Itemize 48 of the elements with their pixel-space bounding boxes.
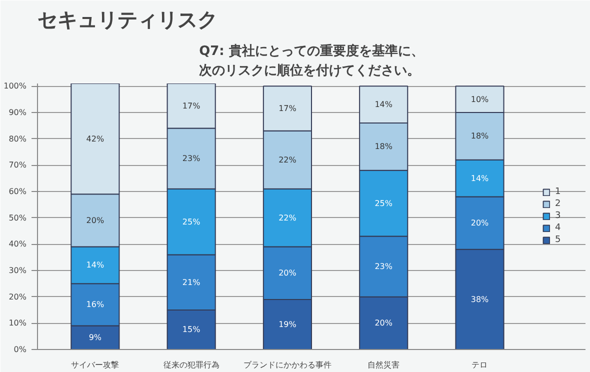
y-tick-label: 40%: [8, 240, 27, 249]
data-label: 16%: [86, 300, 104, 310]
y-tick-label: 60%: [8, 186, 27, 196]
y-tick-label: 0%: [14, 345, 27, 354]
data-label: 19%: [278, 320, 297, 329]
data-label: 18%: [374, 142, 393, 152]
data-label: 14%: [374, 100, 393, 110]
legend-label: 3: [555, 211, 562, 221]
data-label: 22%: [278, 213, 297, 222]
data-label: 20%: [278, 268, 297, 278]
legend-label: 1: [555, 187, 562, 197]
data-label: 17%: [278, 104, 297, 114]
x-tick-label: 自然災害: [368, 360, 400, 370]
data-label: 20%: [86, 216, 104, 225]
data-label: 25%: [374, 198, 393, 208]
data-label: 9%: [88, 333, 102, 342]
y-tick-label: 70%: [8, 160, 27, 170]
x-tick-label: テロ: [472, 360, 488, 370]
data-label: 23%: [182, 154, 201, 164]
y-tick-label: 10%: [8, 318, 27, 328]
data-label: 14%: [470, 174, 490, 183]
x-tick-label: 従来の犯罪行為: [163, 360, 220, 370]
data-label: 20%: [470, 218, 490, 228]
data-label: 25%: [182, 217, 201, 226]
data-label: 23%: [374, 262, 393, 272]
data-label: 22%: [278, 155, 297, 164]
y-tick-label: 100%: [4, 82, 27, 91]
y-tick-label: 90%: [8, 108, 27, 117]
data-label: 10%: [470, 94, 490, 104]
legend-label: 4: [555, 223, 562, 233]
y-tick-label: 80%: [8, 134, 27, 144]
data-label: 15%: [182, 325, 201, 334]
x-tick-label: ブランドにかかわる事件: [243, 360, 332, 370]
chart-title: セキュリティリスク: [38, 8, 218, 32]
data-label: 18%: [470, 132, 490, 141]
data-label: 42%: [86, 134, 104, 144]
data-label: 21%: [182, 278, 201, 287]
y-tick-label: 30%: [8, 266, 27, 275]
data-label: 20%: [374, 318, 393, 328]
data-label: 14%: [86, 260, 104, 270]
data-label: 17%: [182, 101, 201, 110]
y-tick-label: 20%: [8, 292, 27, 302]
data-label: 38%: [470, 294, 490, 304]
legend-label: 5: [555, 235, 562, 245]
chart-subtitle: Q7: 貴社にとっての重要度を基準に、次のリスクに順位を付けてください。: [199, 43, 424, 78]
legend-label: 2: [555, 199, 562, 209]
x-tick-label: サイバー攻撃: [71, 360, 120, 370]
y-tick-label: 50%: [8, 213, 27, 222]
